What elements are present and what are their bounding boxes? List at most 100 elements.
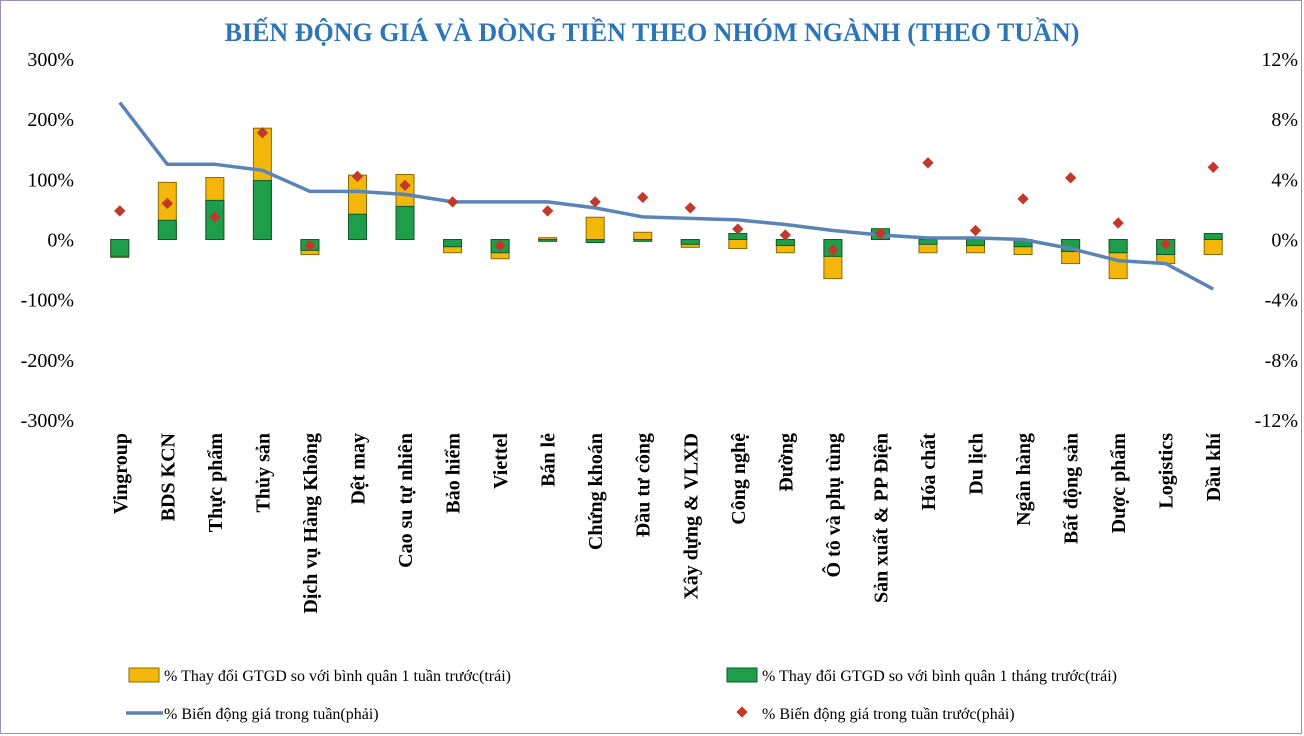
legend-item-line: % Biến động giá trong tuần(phải): [126, 706, 379, 723]
bar-week: [585, 216, 605, 240]
bar-month: [585, 239, 605, 244]
legend-swatch-prev: [736, 706, 748, 718]
legend-item-week: % Thay đổi GTGD so với bình quân 1 tuần …: [128, 667, 511, 685]
prev-week-marker: [541, 205, 554, 217]
bar-week: [728, 239, 748, 250]
bar-week: [633, 231, 653, 240]
chart-title: BIẾN ĐỘNG GIÁ VÀ DÒNG TIỀN THEO NHÓM NGÀ…: [225, 18, 1080, 47]
left-tick-label: -200%: [21, 350, 74, 372]
prev-week-marker: [161, 197, 173, 210]
right-tick-label: 4%: [1271, 169, 1298, 191]
left-axis: 300% 200% 100% 0% -100% -200% -300%: [21, 49, 74, 432]
left-tick-label: 100%: [27, 169, 74, 191]
prev-week-marker: [922, 157, 934, 169]
legend: % Thay đổi GTGD so với bình quân 1 tuần …: [126, 667, 1117, 723]
prev-week-marker: [637, 191, 649, 204]
right-tick-label: -8%: [1265, 350, 1298, 372]
category-label: Viettel: [490, 433, 512, 489]
category-label: Công nghệ: [728, 433, 750, 525]
category-label: Thực phẩm: [205, 433, 227, 533]
category-label: Vingroup: [110, 433, 132, 514]
category-label: Bán lẻ: [538, 433, 560, 487]
prev-week-marker: [1160, 238, 1172, 250]
category-label: Hóa chất: [918, 433, 940, 511]
category-label: Chứng khoán: [585, 433, 607, 550]
prev-week-marker: [1112, 217, 1124, 229]
category-label: Bất động sản: [1061, 433, 1083, 544]
prev-week-marker: [351, 170, 364, 182]
bar-month: [918, 239, 938, 245]
right-tick-label: -4%: [1265, 290, 1298, 312]
prev-week-marker: [827, 244, 839, 256]
bar-week: [1203, 239, 1223, 256]
left-tick-label: -300%: [21, 410, 74, 432]
left-tick-label: 300%: [27, 49, 74, 71]
prev-week-marker: [399, 179, 411, 192]
category-label: Dệt may: [347, 433, 369, 505]
prev-week-marker: [589, 196, 601, 208]
prev-week-marker: [494, 239, 506, 252]
category-label: Xây dựng & VLXD: [680, 433, 702, 600]
legend-label-month: % Thay đổi GTGD so với bình quân 1 tháng…: [762, 668, 1117, 685]
prev-week-marker: [256, 127, 269, 139]
right-tick-label: -12%: [1255, 410, 1298, 432]
category-label: Ngân hàng: [1013, 433, 1035, 526]
bar-month: [633, 239, 653, 242]
bar-month: [395, 205, 415, 241]
category-label: Logistics: [1156, 433, 1178, 509]
bar-month: [538, 239, 558, 242]
legend-item-month: % Thay đổi GTGD so với bình quân 1 tháng…: [726, 667, 1117, 685]
category-label: Đầu tư công: [633, 433, 655, 537]
category-label: Du lịch: [966, 433, 988, 495]
right-tick-label: 0%: [1271, 230, 1298, 252]
legend-label-line: % Biến động giá trong tuần(phải): [164, 706, 379, 723]
prev-week-marker: [779, 229, 792, 241]
bar-month: [347, 213, 367, 240]
category-label: Thủy sản: [252, 433, 274, 513]
bar-month: [1203, 232, 1223, 241]
prev-week-marker: [1064, 172, 1077, 184]
category-label: Dược phẩm: [1108, 433, 1130, 534]
legend-label-week: % Thay đổi GTGD so với bình quân 1 tuần …: [164, 668, 511, 685]
right-tick-label: 8%: [1271, 109, 1298, 131]
prev-week-marker: [1207, 161, 1219, 173]
bar-month: [966, 239, 986, 247]
bar-month: [680, 239, 700, 245]
bar-month: [157, 219, 177, 241]
prev-week-marker: [114, 205, 126, 217]
category-label: Dầu khí: [1203, 433, 1225, 502]
price-line-series: [118, 101, 1215, 291]
category-label: Đường: [775, 433, 797, 492]
legend-item-prev: % Biến động giá trong tuần trước(phải): [736, 706, 1015, 723]
category-labels: Vingroup BDS KCN Thực phẩm Thủy sản Dịch vụ …: [110, 432, 1225, 613]
left-tick-label: 0%: [47, 230, 74, 252]
prev-week-marker: [209, 211, 221, 223]
category-label: Sản xuất & PP Điện: [870, 433, 892, 603]
category-label: Bảo hiểm: [443, 433, 465, 514]
left-tick-label: -100%: [21, 290, 74, 312]
bar-month: [1108, 239, 1128, 254]
prev-week-markers-series: [114, 127, 1219, 256]
right-axis: 12% 8% 4% 0% -4% -8% -12%: [1255, 49, 1298, 432]
category-label: Dịch vụ Hàng Không: [300, 433, 322, 614]
legend-swatch-month: [726, 667, 758, 683]
prev-week-marker: [304, 239, 316, 252]
prev-week-marker: [874, 227, 887, 240]
right-tick-label: 12%: [1261, 49, 1298, 71]
left-tick-label: 200%: [27, 109, 74, 131]
price-line: [118, 101, 1215, 291]
category-label: Ô tô và phụ tùng: [821, 433, 845, 578]
prev-week-marker: [732, 223, 744, 235]
prev-week-marker: [446, 196, 459, 208]
bar-month: [252, 180, 272, 240]
prev-week-marker: [684, 202, 696, 214]
prev-week-marker: [969, 224, 982, 237]
bars-week-series: [110, 127, 1223, 280]
legend-label-prev: % Biến động giá trong tuần trước(phải): [762, 706, 1015, 723]
legend-swatch-week: [128, 667, 160, 683]
category-label: Cao su tự nhiên: [395, 433, 417, 568]
bar-month: [110, 239, 130, 257]
prev-week-marker: [1017, 193, 1029, 205]
